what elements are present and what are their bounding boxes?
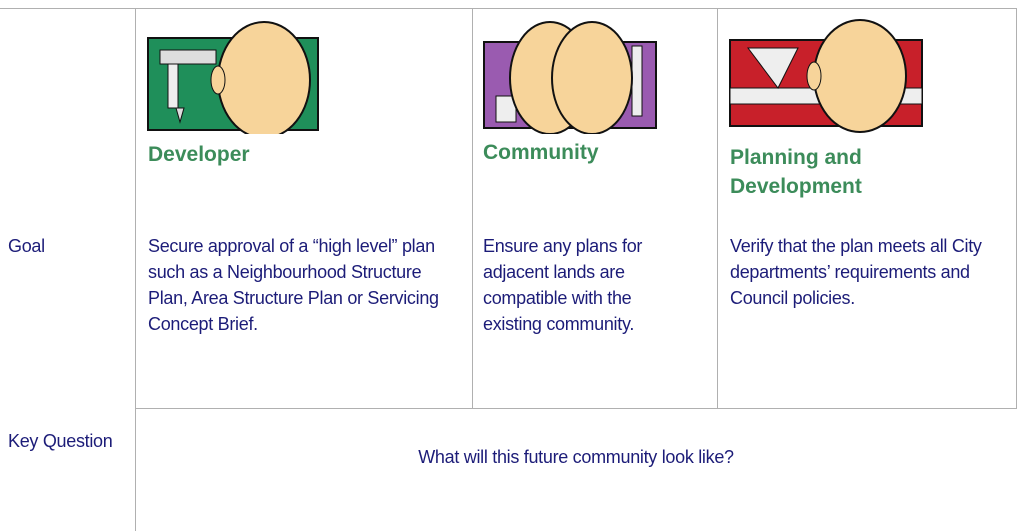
key-question: What will this future community look lik… xyxy=(418,447,734,467)
column-heading: Planning and Development xyxy=(730,146,862,198)
community-illustration xyxy=(483,21,657,134)
planning-illustration xyxy=(729,19,923,133)
border xyxy=(472,8,473,408)
column-heading: Community xyxy=(483,141,599,164)
developer-illustration xyxy=(147,21,319,134)
row-label: Key Question xyxy=(8,431,113,451)
goal-text: Secure approval of a “high level” plan s… xyxy=(148,236,439,334)
border xyxy=(1016,8,1017,408)
row-label: Goal xyxy=(8,236,45,256)
border xyxy=(135,8,136,531)
goal-text: Ensure any plans for adjacent lands are … xyxy=(483,236,643,334)
border xyxy=(717,8,718,408)
border xyxy=(135,408,1017,409)
goal-text: Verify that the plan meets all City depa… xyxy=(730,236,982,308)
column-heading: Developer xyxy=(148,143,250,166)
border xyxy=(0,8,1017,9)
